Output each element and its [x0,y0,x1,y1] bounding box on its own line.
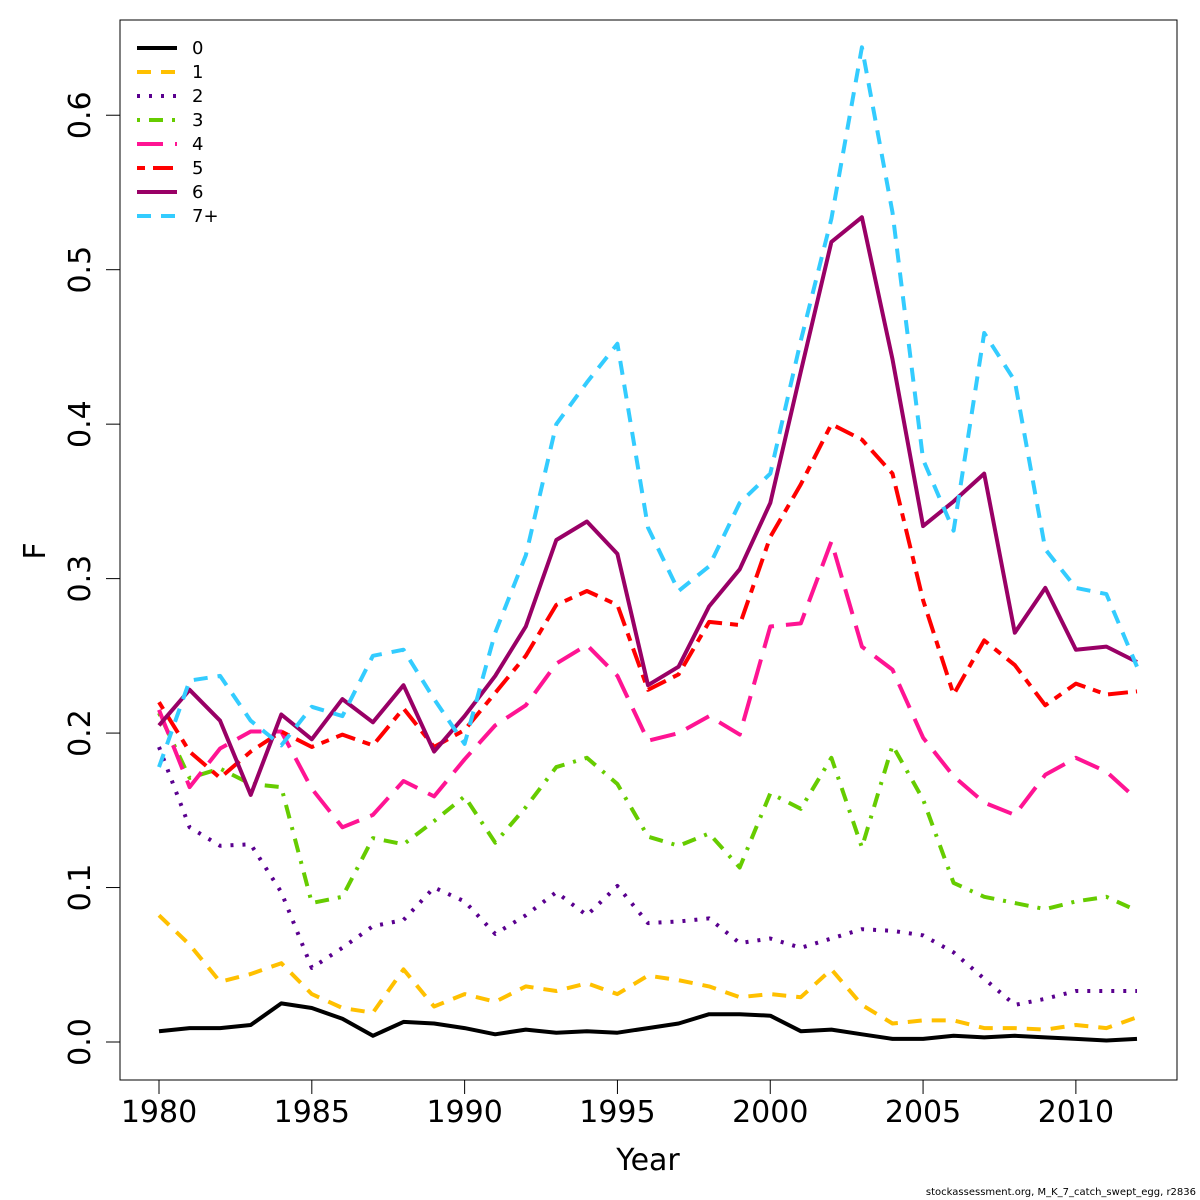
legend-label: 4 [192,134,203,155]
y-tick-label: 0.1 [63,864,98,912]
series-line-0 [158,1001,1138,1043]
x-axis-title: Year [615,1143,680,1178]
y-tick-label: 0.2 [63,709,98,757]
series-line-4 [157,539,1139,830]
series-line-6 [157,215,1138,797]
series-line-5 [157,422,1138,780]
x-axis: 1980 1985 1990 1995 2000 2005 2010 [121,1079,1114,1130]
series-lines [157,45,1139,1043]
footer-note: stockassessment.org, M_K_7_catch_swept_e… [925,1187,1196,1198]
y-axis: 0.0 0.1 0.2 0.3 0.4 0.5 0.6 [63,91,121,1066]
y-axis-title: F [18,542,53,559]
x-tick-label: 1980 [121,1095,197,1130]
y-tick-label: 0.4 [63,400,98,448]
series-line-2 [157,746,1137,1007]
y-tick-label: 0.5 [63,246,98,294]
legend-label: 7+ [192,206,219,227]
x-tick-label: 1990 [426,1095,502,1130]
legend-label: 1 [192,62,203,83]
legend-label: 3 [192,110,203,131]
y-tick-label: 0.6 [63,91,98,139]
x-tick-label: 1995 [579,1095,655,1130]
x-tick-label: 1985 [274,1095,350,1130]
series-line-3 [157,712,1138,913]
x-tick-label: 2000 [732,1095,808,1130]
legend-label: 2 [192,86,203,107]
legend: 0 1 2 3 4 5 6 7+ [137,38,219,227]
x-tick-label: 2010 [1038,1095,1114,1130]
legend-label: 5 [192,158,203,179]
y-tick-label: 0.0 [63,1018,98,1066]
series-line-1 [157,913,1138,1032]
series-line-7plus [157,45,1139,768]
legend-label: 0 [192,38,203,59]
x-tick-label: 2005 [885,1095,961,1130]
legend-label: 6 [192,182,203,203]
y-tick-label: 0.3 [63,555,98,603]
